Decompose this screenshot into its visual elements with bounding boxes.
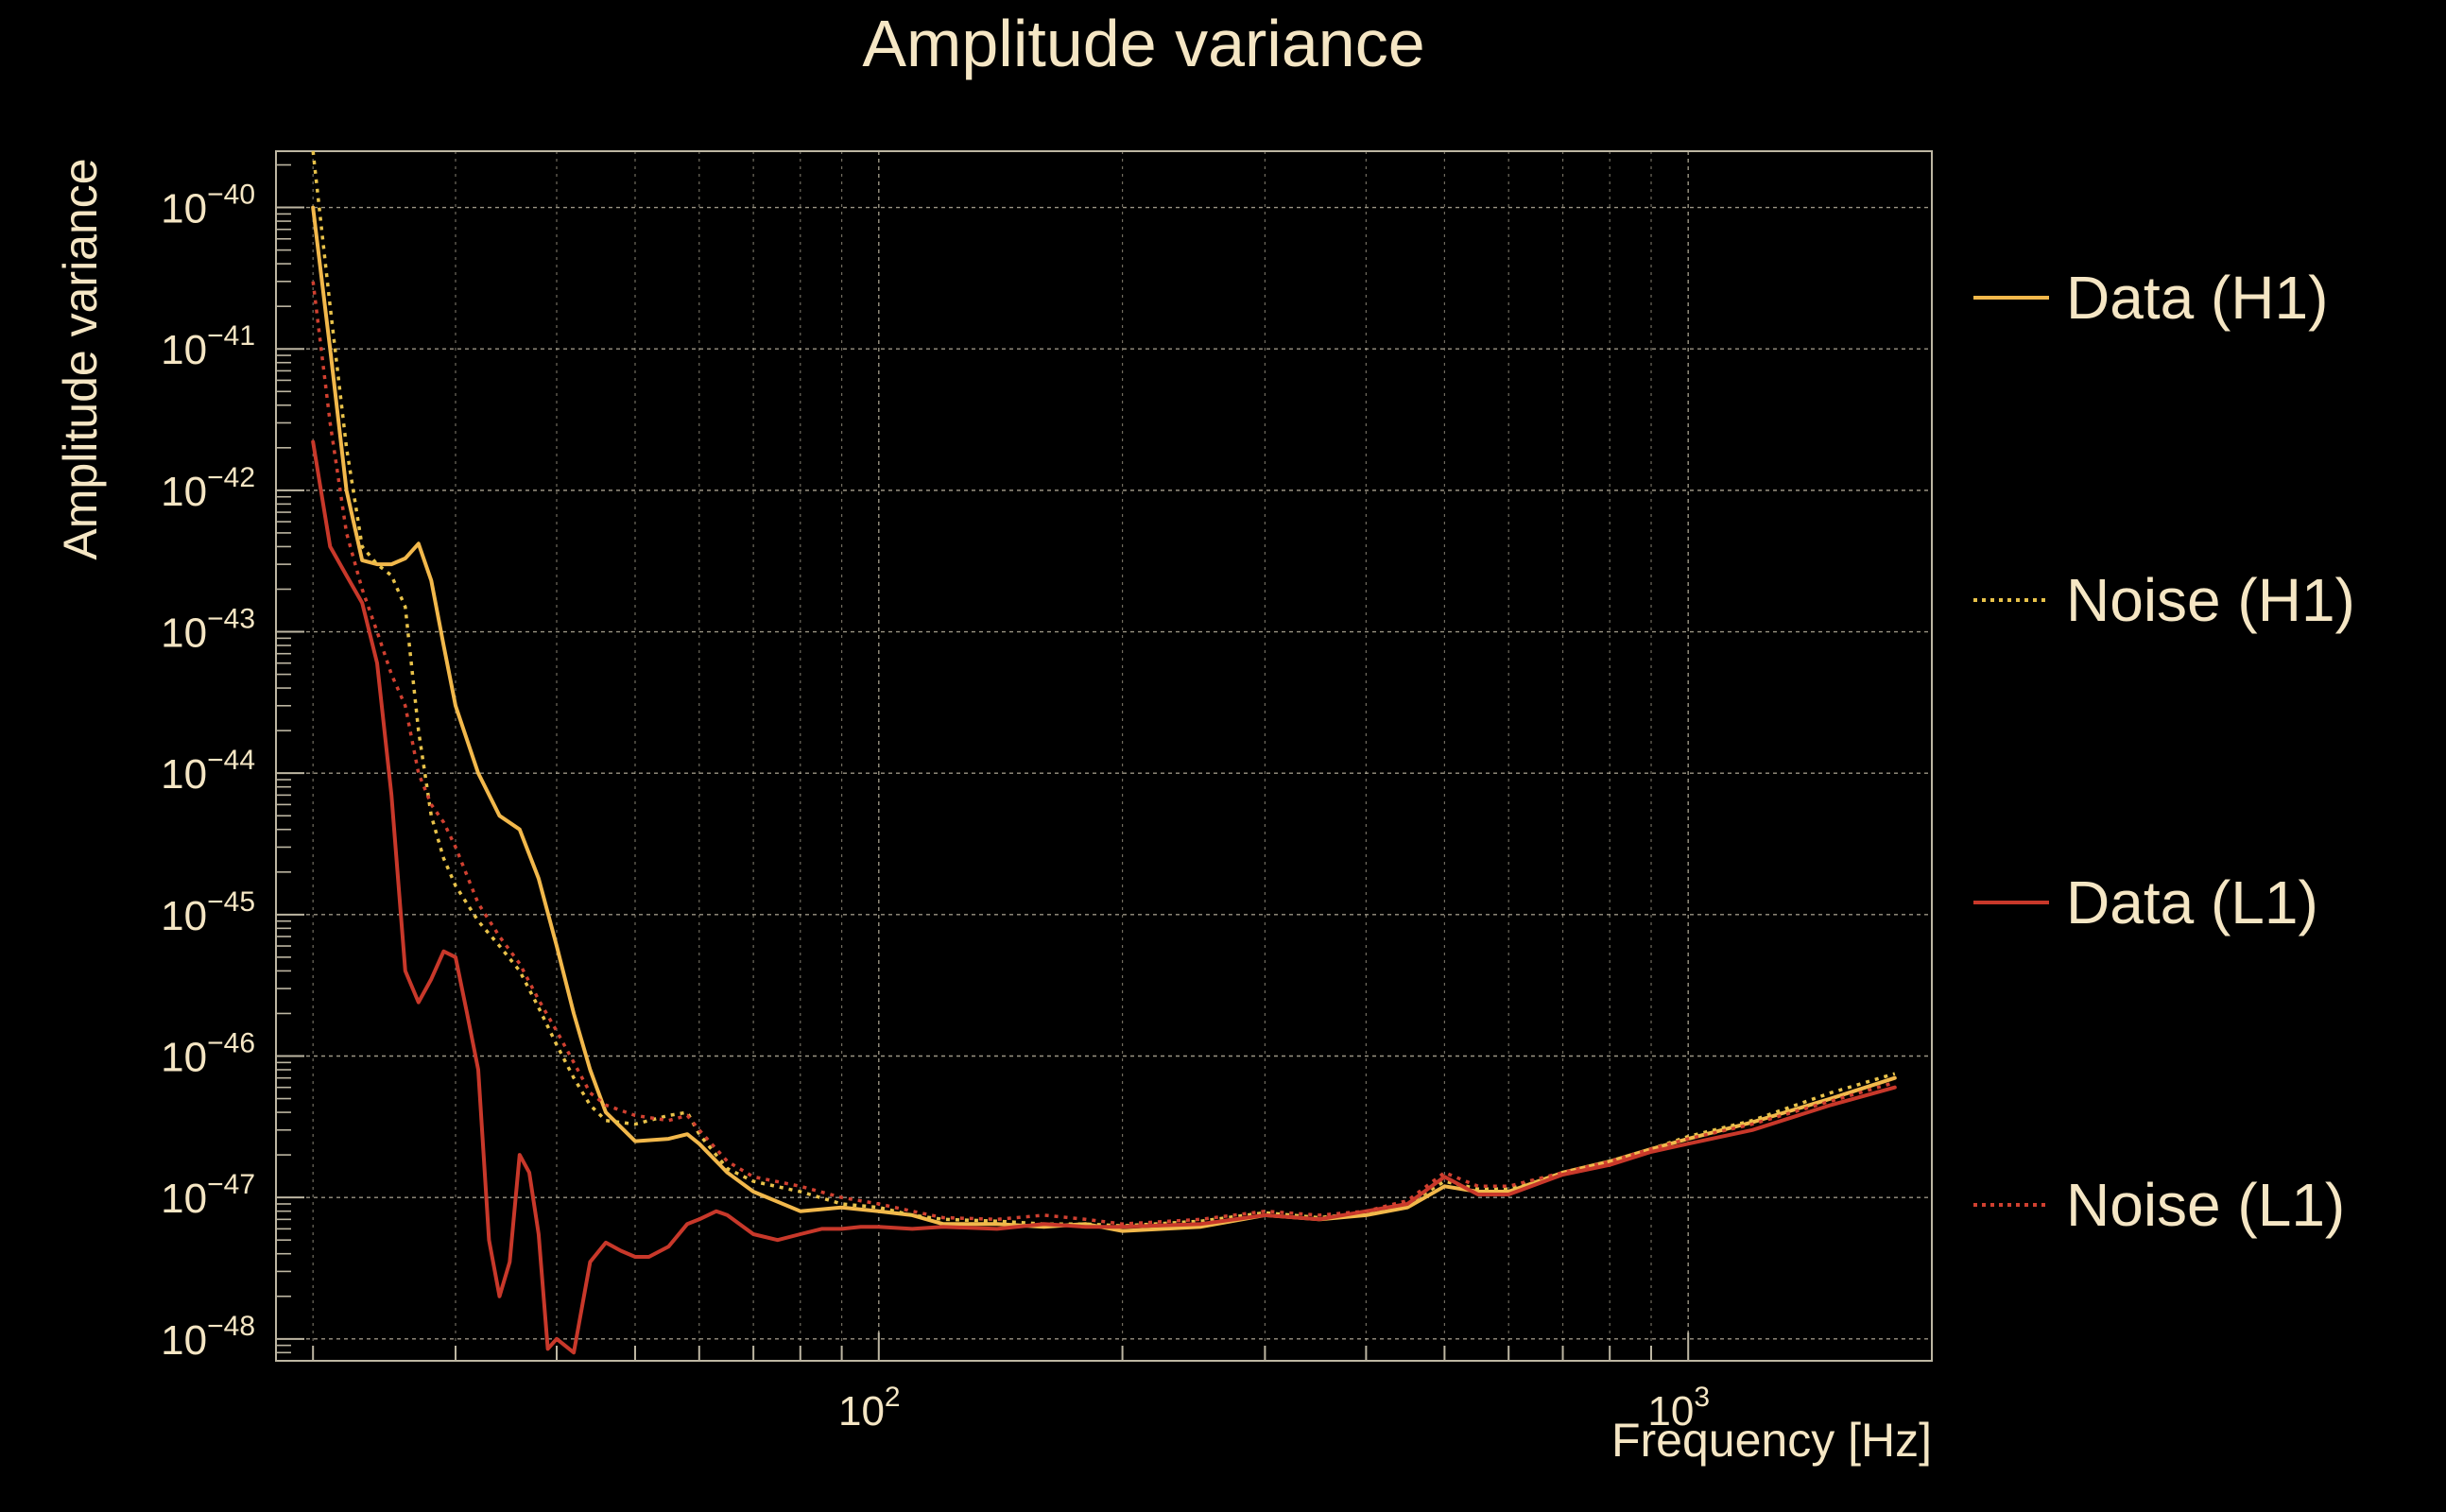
y-tick-label: 10−46 (161, 1028, 255, 1081)
y-tick-label: 10−41 (161, 320, 255, 373)
y-tick-label: 10−47 (161, 1169, 255, 1222)
series-layer (311, 150, 1897, 1355)
legend-label: Data (H1) (2066, 264, 2328, 332)
x-tick-label: 102 (838, 1382, 901, 1435)
legend: Data (H1) Noise (H1) Data (L1) Noise (L1) (1973, 264, 2355, 1239)
series-line-0 (311, 205, 1897, 1233)
series-line-2 (311, 439, 1897, 1355)
legend-label: Data (L1) (2066, 868, 2318, 936)
x-axis-ticks: 102 103 (838, 1382, 1710, 1435)
y-tick-label: 10−42 (161, 462, 255, 515)
x-axis-label: Frequency [Hz] (1611, 1414, 1932, 1467)
chart-title: Amplitude variance (862, 7, 1424, 80)
legend-label: Noise (L1) (2066, 1171, 2345, 1239)
y-tick-label: 10−43 (161, 604, 255, 657)
y-axis-ticks: 10−40 10−41 10−42 10−43 10−44 10−45 10−46 10−47… (161, 180, 255, 1364)
y-axis-label: Amplitude variance (54, 158, 107, 559)
series-line-3 (311, 281, 1896, 1226)
y-tick-label: 10−40 (161, 180, 255, 232)
y-tick-label: 10−48 (161, 1311, 255, 1364)
legend-label: Noise (H1) (2066, 566, 2355, 634)
y-tick-label: 10−44 (161, 745, 255, 798)
x-tick-label: 103 (1647, 1382, 1710, 1435)
y-tick-label: 10−45 (161, 886, 255, 939)
plot-frame (275, 150, 1933, 1362)
series-line-1 (311, 150, 1896, 1228)
